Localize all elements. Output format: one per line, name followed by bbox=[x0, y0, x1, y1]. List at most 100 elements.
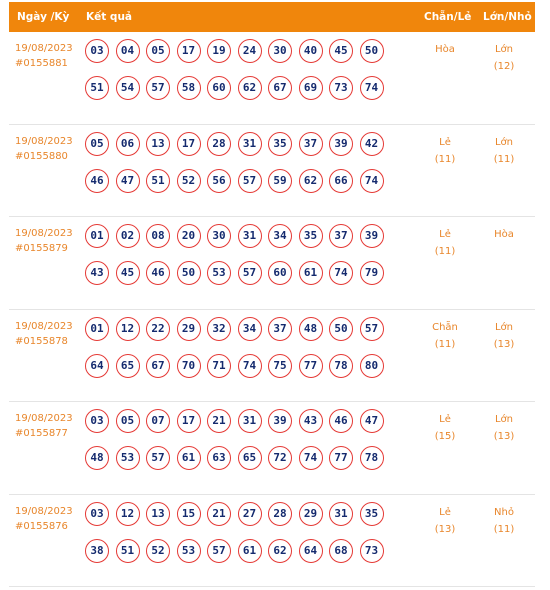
number-ball: 02 bbox=[115, 224, 140, 248]
number-ball: 74 bbox=[298, 446, 323, 470]
table-row: 19/08/2023 #0155879 01 02 08 20 30 31 34 35 37 39 43… bbox=[9, 217, 535, 310]
big-small-count: (13) bbox=[493, 431, 515, 442]
even-odd-result: Lẻ bbox=[439, 229, 451, 240]
number-ball: 12 bbox=[115, 501, 140, 526]
even-odd-count: (13) bbox=[434, 523, 456, 535]
number-ball: 52 bbox=[176, 168, 201, 193]
number-ball: 53 bbox=[115, 446, 140, 470]
number-ball: 60 bbox=[207, 76, 231, 100]
number-ball: 01 bbox=[85, 224, 109, 248]
number-ball: 53 bbox=[207, 261, 231, 285]
big-small-result: Lớn bbox=[494, 136, 514, 148]
number-ball: 35 bbox=[359, 501, 384, 526]
number-ball: 24 bbox=[237, 39, 262, 63]
number-ball: 72 bbox=[268, 446, 292, 470]
number-ball: 20 bbox=[176, 224, 201, 248]
number-ball: 08 bbox=[146, 224, 170, 248]
draw-id: #0155879 bbox=[15, 243, 68, 254]
even-odd-cell: Lẻ (11) bbox=[415, 226, 475, 260]
number-ball: 67 bbox=[146, 353, 170, 378]
number-ball: 34 bbox=[268, 224, 292, 248]
number-ball: 67 bbox=[268, 76, 292, 100]
number-ball: 13 bbox=[146, 501, 170, 526]
number-ball: 57 bbox=[146, 76, 170, 100]
draw-date-cell: 19/08/2023 #0155879 bbox=[15, 226, 73, 256]
table-row: 19/08/2023 #0155876 03 12 13 15 21 27 28 29 31 35 38… bbox=[9, 495, 535, 587]
number-ball: 69 bbox=[298, 76, 323, 100]
number-ball: 64 bbox=[298, 538, 323, 563]
number-ball: 61 bbox=[298, 261, 323, 285]
number-ball: 64 bbox=[85, 353, 109, 378]
header-big-small: Lớn/Nhỏ bbox=[483, 11, 532, 23]
number-ball: 29 bbox=[176, 316, 201, 341]
number-ball: 46 bbox=[146, 261, 170, 285]
header-result: Kết quả bbox=[86, 11, 133, 23]
number-ball: 74 bbox=[359, 76, 384, 100]
number-ball: 01 bbox=[85, 316, 109, 341]
number-ball: 46 bbox=[329, 409, 353, 433]
draw-date: 19/08/2023 bbox=[15, 228, 73, 239]
number-ball: 65 bbox=[237, 446, 262, 470]
table-row: 19/08/2023 #0155880 05 06 13 17 28 31 35 37 39 42 46… bbox=[9, 125, 535, 217]
number-ball: 57 bbox=[146, 446, 170, 470]
number-ball: 70 bbox=[176, 353, 201, 378]
number-ball: 12 bbox=[115, 316, 140, 341]
number-ball: 74 bbox=[359, 168, 384, 193]
number-ball: 62 bbox=[298, 168, 323, 193]
number-ball: 34 bbox=[237, 316, 262, 341]
number-ball: 37 bbox=[268, 316, 292, 341]
header-date: Ngày /Kỳ bbox=[17, 11, 70, 23]
draw-id: #0155876 bbox=[15, 520, 68, 532]
number-ball: 78 bbox=[359, 446, 384, 470]
even-odd-count: (11) bbox=[434, 246, 456, 257]
number-ball: 61 bbox=[237, 538, 262, 563]
draw-id: #0155878 bbox=[15, 335, 68, 347]
draw-date-cell: 19/08/2023 #0155878 bbox=[15, 319, 73, 349]
number-ball: 35 bbox=[268, 131, 292, 156]
even-odd-cell: Lẻ (13) bbox=[415, 504, 475, 538]
number-ball: 21 bbox=[207, 409, 231, 433]
draw-date: 19/08/2023 bbox=[15, 135, 73, 147]
number-ball: 43 bbox=[85, 261, 109, 285]
number-ball: 30 bbox=[207, 224, 231, 248]
number-ball: 32 bbox=[207, 316, 231, 341]
number-ball: 77 bbox=[298, 353, 323, 378]
number-ball: 46 bbox=[85, 168, 109, 193]
number-ball: 17 bbox=[176, 39, 201, 63]
number-ball: 37 bbox=[329, 224, 353, 248]
even-odd-result: Lẻ bbox=[439, 506, 451, 518]
big-small-count: (11) bbox=[493, 523, 515, 535]
number-ball: 31 bbox=[237, 131, 262, 156]
number-ball: 48 bbox=[298, 316, 323, 341]
number-ball: 57 bbox=[237, 261, 262, 285]
number-ball: 38 bbox=[85, 538, 109, 563]
big-small-cell: Lớn (13) bbox=[474, 411, 534, 445]
number-ball: 45 bbox=[329, 39, 353, 63]
even-odd-cell: Lẻ (11) bbox=[415, 134, 475, 168]
number-ball: 50 bbox=[329, 316, 353, 341]
number-ball: 57 bbox=[237, 168, 262, 193]
big-small-cell: Lớn (12) bbox=[474, 41, 534, 75]
even-odd-result: Lẻ bbox=[439, 136, 451, 148]
number-ball: 61 bbox=[176, 446, 201, 470]
number-ball: 57 bbox=[207, 538, 231, 563]
result-numbers: 01 12 22 29 32 34 37 48 50 57 64 65 67 70 71 74 75 77 78 80 bbox=[85, 316, 393, 391]
big-small-result: Lớn bbox=[494, 44, 514, 55]
big-small-count: (12) bbox=[493, 61, 515, 72]
number-ball: 50 bbox=[359, 39, 384, 63]
number-ball: 65 bbox=[115, 353, 140, 378]
number-ball: 79 bbox=[359, 261, 384, 285]
number-ball: 31 bbox=[329, 501, 353, 526]
big-small-count: (13) bbox=[493, 338, 515, 350]
draw-date-cell: 19/08/2023 #0155877 bbox=[15, 411, 73, 441]
big-small-cell: Hòa bbox=[474, 226, 534, 243]
number-ball: 52 bbox=[146, 538, 170, 563]
draw-date: 19/08/2023 bbox=[15, 505, 73, 517]
number-ball: 28 bbox=[268, 501, 292, 526]
draw-date-cell: 19/08/2023 #0155876 bbox=[15, 504, 73, 534]
number-ball: 40 bbox=[298, 39, 323, 63]
even-odd-result: Hòa bbox=[435, 44, 455, 55]
number-ball: 03 bbox=[85, 39, 109, 63]
number-ball: 51 bbox=[85, 76, 109, 100]
number-ball: 45 bbox=[115, 261, 140, 285]
